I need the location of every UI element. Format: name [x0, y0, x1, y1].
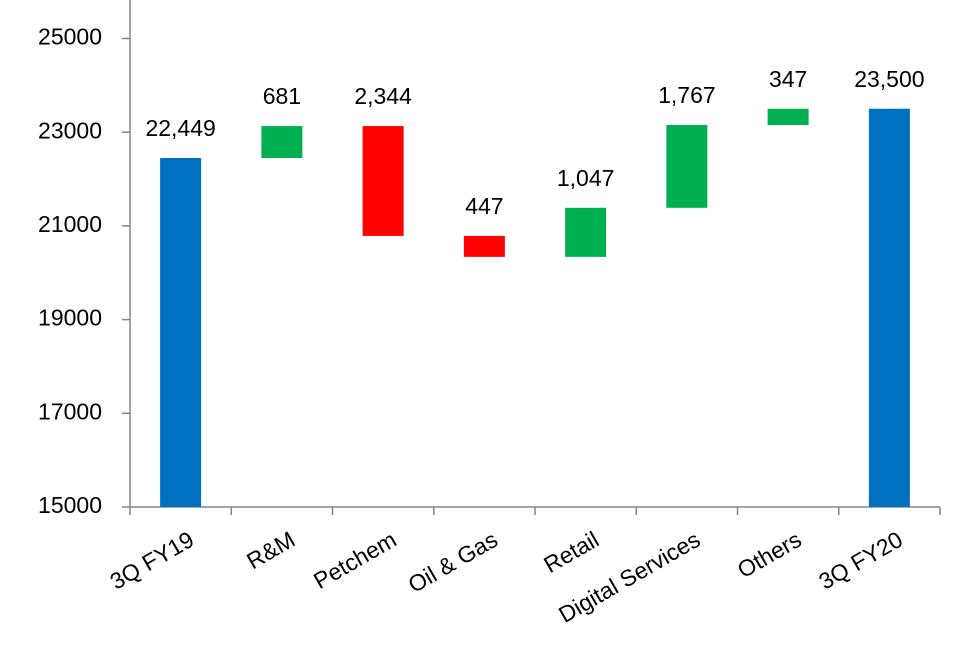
x-tick-label: Retail: [539, 526, 603, 578]
bar: [868, 108, 910, 507]
x-tick-label: Others: [733, 526, 806, 583]
value-label: 22,449: [145, 115, 215, 141]
y-tick-label: 25000: [38, 24, 102, 50]
bar: [666, 125, 708, 208]
y-tick-label: 19000: [38, 305, 102, 331]
y-tick-label: 17000: [38, 398, 102, 424]
bar: [261, 126, 303, 159]
y-tick-label: 21000: [38, 211, 102, 237]
y-tick-label: 15000: [38, 492, 102, 518]
bar: [463, 235, 505, 257]
value-label: 681: [263, 83, 301, 109]
x-tick-label: Oil & Gas: [404, 526, 502, 598]
value-label: 347: [769, 66, 807, 92]
bar: [565, 207, 607, 257]
bar: [362, 126, 404, 236]
value-label: 1,047: [557, 165, 615, 191]
value-label: 2,344: [354, 83, 412, 109]
y-tick-label: 23000: [38, 117, 102, 143]
value-label: 23,500: [854, 66, 924, 92]
x-tick-label: 3Q FY19: [105, 526, 198, 595]
value-label: 447: [465, 193, 503, 219]
x-tick-label: R&M: [242, 526, 299, 574]
value-label: 1,767: [658, 82, 716, 108]
x-tick-label: Petchem: [309, 526, 401, 594]
bar: [767, 108, 809, 126]
bar: [160, 158, 202, 507]
x-tick-label: 3Q FY20: [814, 526, 907, 595]
